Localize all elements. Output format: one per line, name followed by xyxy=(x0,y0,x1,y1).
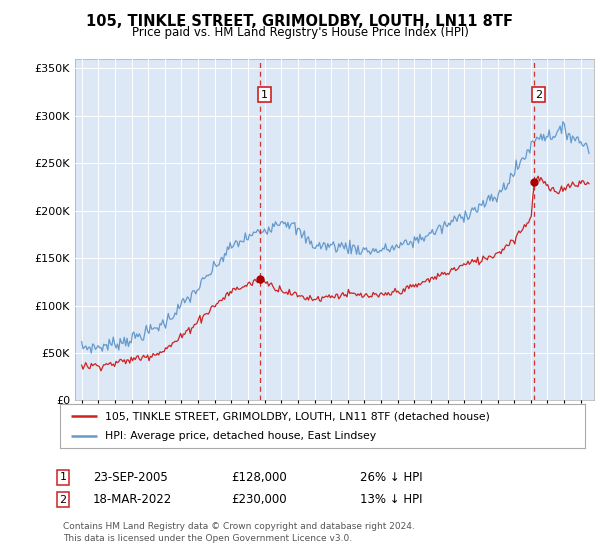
Text: £230,000: £230,000 xyxy=(231,493,287,506)
Text: Contains HM Land Registry data © Crown copyright and database right 2024.
This d: Contains HM Land Registry data © Crown c… xyxy=(63,522,415,543)
Text: 1: 1 xyxy=(261,90,268,100)
Text: £128,000: £128,000 xyxy=(231,470,287,484)
Text: 105, TINKLE STREET, GRIMOLDBY, LOUTH, LN11 8TF: 105, TINKLE STREET, GRIMOLDBY, LOUTH, LN… xyxy=(86,14,514,29)
Text: 2: 2 xyxy=(535,90,542,100)
Text: Price paid vs. HM Land Registry's House Price Index (HPI): Price paid vs. HM Land Registry's House … xyxy=(131,26,469,39)
Text: 23-SEP-2005: 23-SEP-2005 xyxy=(93,470,168,484)
Text: 2: 2 xyxy=(59,494,67,505)
Text: 18-MAR-2022: 18-MAR-2022 xyxy=(93,493,172,506)
Text: 13% ↓ HPI: 13% ↓ HPI xyxy=(360,493,422,506)
Text: 105, TINKLE STREET, GRIMOLDBY, LOUTH, LN11 8TF (detached house): 105, TINKLE STREET, GRIMOLDBY, LOUTH, LN… xyxy=(104,411,490,421)
Text: 26% ↓ HPI: 26% ↓ HPI xyxy=(360,470,422,484)
Text: 1: 1 xyxy=(59,472,67,482)
Text: HPI: Average price, detached house, East Lindsey: HPI: Average price, detached house, East… xyxy=(104,431,376,441)
